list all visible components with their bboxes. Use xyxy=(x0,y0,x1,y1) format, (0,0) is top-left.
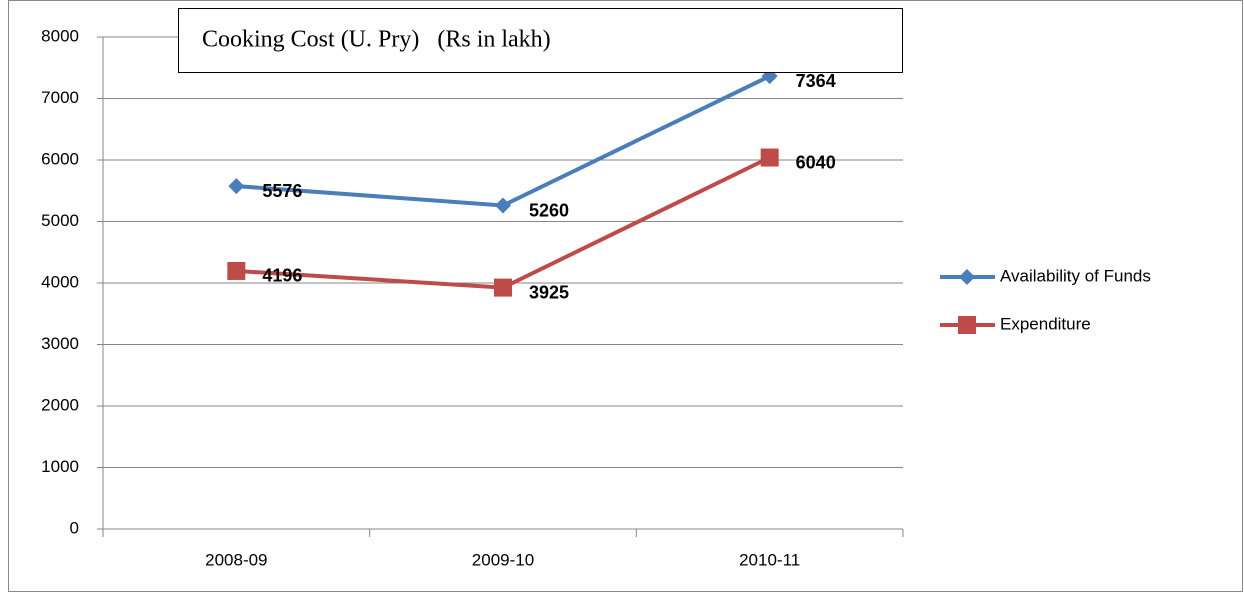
y-tick-label: 7000 xyxy=(41,88,79,107)
y-tick-label: 6000 xyxy=(41,149,79,168)
x-tick-label: 2008-09 xyxy=(205,550,267,569)
point xyxy=(760,148,779,167)
x-tick-label: 2010-11 xyxy=(739,550,800,569)
y-tick-label: 1000 xyxy=(41,457,79,476)
legend-marker xyxy=(958,316,976,334)
y-tick-label: 2000 xyxy=(41,395,79,414)
point xyxy=(228,178,245,195)
title-box xyxy=(178,8,903,73)
x-tick-label: 2009-10 xyxy=(472,550,534,569)
point xyxy=(495,197,511,214)
y-tick-label: 8000 xyxy=(41,26,79,45)
point xyxy=(494,278,512,297)
data-label: 5260 xyxy=(529,200,569,220)
y-tick-label: 4000 xyxy=(41,272,79,291)
legend-label: Expenditure xyxy=(1000,314,1091,333)
legend-label: Availability of Funds xyxy=(1000,266,1151,285)
data-label: 5576 xyxy=(262,181,302,201)
y-tick-label: 0 xyxy=(70,518,79,537)
plot-area: 0 1000 2000 3000 4000 5000 6000 7000 8000 2008-09… xyxy=(41,26,1151,569)
data-label: 3925 xyxy=(529,282,569,302)
y-tick-label: 3000 xyxy=(41,334,79,353)
data-label: 6040 xyxy=(796,152,836,172)
data-label: 7364 xyxy=(796,71,836,91)
legend-marker xyxy=(959,269,975,285)
data-label: 4196 xyxy=(262,266,302,286)
chart-border xyxy=(8,0,1243,592)
chart-title: Cooking Cost (U. Pry) (Rs in lakh) xyxy=(202,27,551,53)
point xyxy=(227,261,246,280)
y-tick-label: 5000 xyxy=(41,211,79,230)
